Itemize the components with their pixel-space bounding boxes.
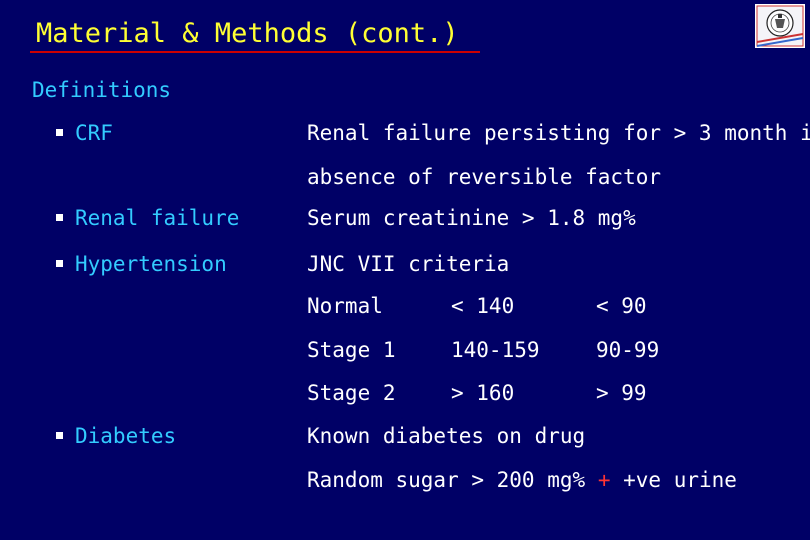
term-label: CRF bbox=[75, 121, 113, 145]
random-sugar-text: Random sugar > 200 mg% bbox=[307, 468, 586, 492]
jnc-row-stage1-diastolic: 90-99 bbox=[596, 338, 660, 362]
definition-hypertension: JNC VII criteria bbox=[307, 252, 510, 276]
term-hypertension: Hypertension bbox=[56, 252, 227, 276]
university-seal-icon bbox=[755, 4, 805, 48]
bullet-square-icon bbox=[56, 431, 63, 439]
jnc-row-normal-diastolic: < 90 bbox=[596, 294, 647, 318]
title-box: Material & Methods (cont.) bbox=[30, 14, 480, 54]
jnc-row-normal-systolic: < 140 bbox=[451, 294, 515, 318]
jnc-row-stage1-systolic: 140-159 bbox=[451, 338, 540, 362]
jnc-row-stage2-systolic: > 160 bbox=[451, 381, 515, 405]
jnc-row-stage1-stage: Stage 1 bbox=[307, 338, 396, 362]
term-renal-failure: Renal failure bbox=[56, 206, 239, 230]
definition-crf-line-2: absence of reversible factor bbox=[307, 165, 662, 189]
section-heading-definitions: Definitions bbox=[32, 78, 172, 102]
plus-sign: + bbox=[597, 468, 611, 492]
term-label: Hypertension bbox=[75, 252, 227, 276]
urine-text: +ve urine bbox=[623, 468, 737, 492]
jnc-row-stage2-stage: Stage 2 bbox=[307, 381, 396, 405]
title-underline bbox=[30, 51, 480, 53]
term-label: Diabetes bbox=[75, 424, 177, 448]
definition-diabetes-line-1: Known diabetes on drug bbox=[307, 424, 586, 448]
definition-diabetes-line-2: Random sugar > 200 mg% + +ve urine bbox=[307, 468, 737, 492]
bullet-square-icon bbox=[56, 213, 63, 221]
term-diabetes: Diabetes bbox=[56, 424, 176, 448]
bullet-square-icon bbox=[56, 259, 63, 267]
jnc-row-stage2-diastolic: > 99 bbox=[596, 381, 647, 405]
term-crf: CRF bbox=[56, 121, 113, 145]
term-label: Renal failure bbox=[75, 206, 240, 230]
definition-renal-failure: Serum creatinine > 1.8 mg% bbox=[307, 206, 636, 230]
definition-crf-line-1: Renal failure persisting for > 3 month i… bbox=[307, 121, 810, 145]
bullet-square-icon bbox=[56, 128, 63, 136]
jnc-row-normal-stage: Normal bbox=[307, 294, 383, 318]
slide-title: Material & Methods (cont.) bbox=[36, 18, 459, 49]
